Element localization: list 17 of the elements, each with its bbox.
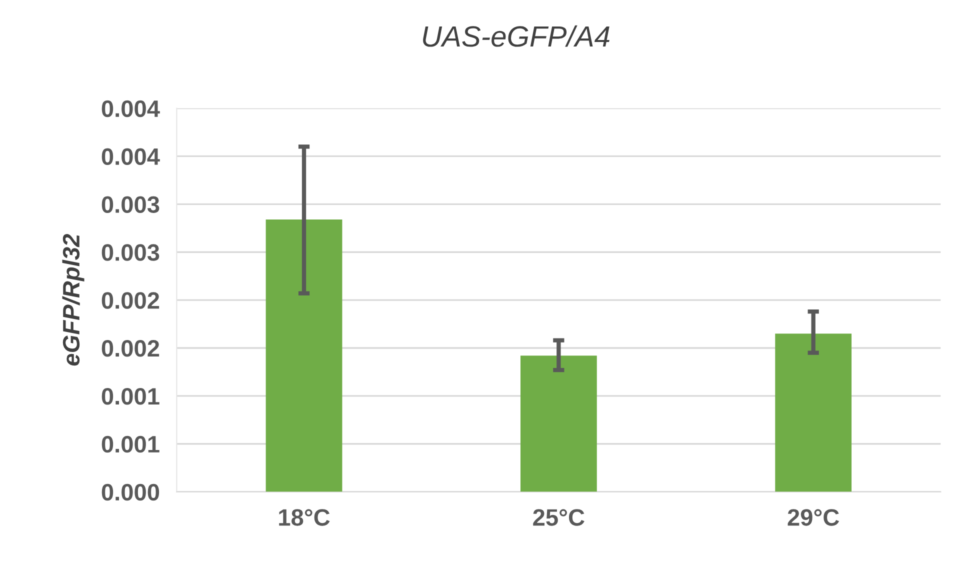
x-tick-label: 18°C xyxy=(279,509,330,526)
y-tick-label: 0.001 xyxy=(102,388,160,405)
x-tick-label: 25°C xyxy=(533,509,584,526)
chart-title: UAS-eGFP/A4 xyxy=(423,25,610,47)
y-tick-label: 0.000 xyxy=(102,484,160,501)
y-axis-title: eGFP/Rpl32 xyxy=(62,234,84,366)
bar xyxy=(775,334,852,492)
x-tick-label: 29°C xyxy=(788,509,840,526)
y-tick-label: 0.003 xyxy=(102,196,160,213)
y-tick-label: 0.002 xyxy=(102,292,160,309)
y-tick-label: 0.004 xyxy=(102,148,160,166)
y-tick-label: 0.001 xyxy=(102,436,160,453)
y-tick-label: 0.003 xyxy=(102,244,160,261)
bar xyxy=(266,220,342,492)
bar xyxy=(520,356,597,492)
y-tick-label: 0.002 xyxy=(102,340,160,357)
y-tick-label: 0.004 xyxy=(102,100,160,118)
